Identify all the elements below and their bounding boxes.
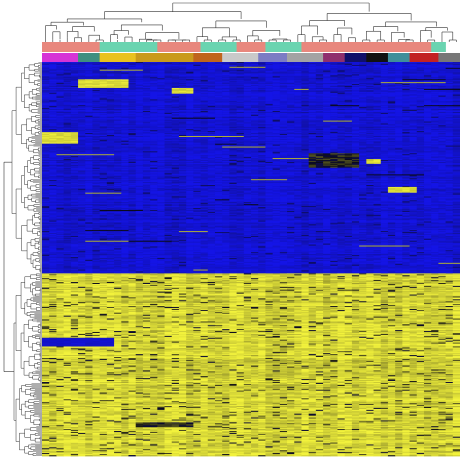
annotation-1-segment <box>201 42 237 52</box>
annotation-2-segment <box>388 53 410 62</box>
annotation-2-segment <box>410 53 439 62</box>
annotation-1-segment <box>237 42 266 52</box>
annotation-2-segment <box>222 53 258 62</box>
heatmap-body <box>42 62 460 456</box>
annotation-2-segment <box>78 53 100 62</box>
annotation-1-segment <box>431 42 446 52</box>
column-annotation-bar-1 <box>42 42 446 52</box>
annotation-2-segment <box>42 53 78 62</box>
column-annotation-bar-2 <box>42 53 460 62</box>
annotation-1-segment <box>265 42 301 52</box>
annotation-2-segment <box>193 53 222 62</box>
annotation-2-segment <box>323 53 345 62</box>
column-dendrogram <box>46 3 457 42</box>
annotation-1-segment <box>301 42 431 52</box>
annotation-2-segment <box>438 53 460 62</box>
annotation-1-segment <box>42 42 100 52</box>
annotation-1-segment <box>157 42 201 52</box>
annotation-2-segment <box>258 53 287 62</box>
annotation-2-segment <box>100 53 136 62</box>
annotation-2-segment <box>287 53 323 62</box>
annotation-2-segment <box>345 53 367 62</box>
annotation-1-segment <box>100 42 158 52</box>
annotation-2-segment <box>136 53 194 62</box>
row-dendrogram <box>4 62 42 455</box>
annotation-2-segment <box>366 53 388 62</box>
